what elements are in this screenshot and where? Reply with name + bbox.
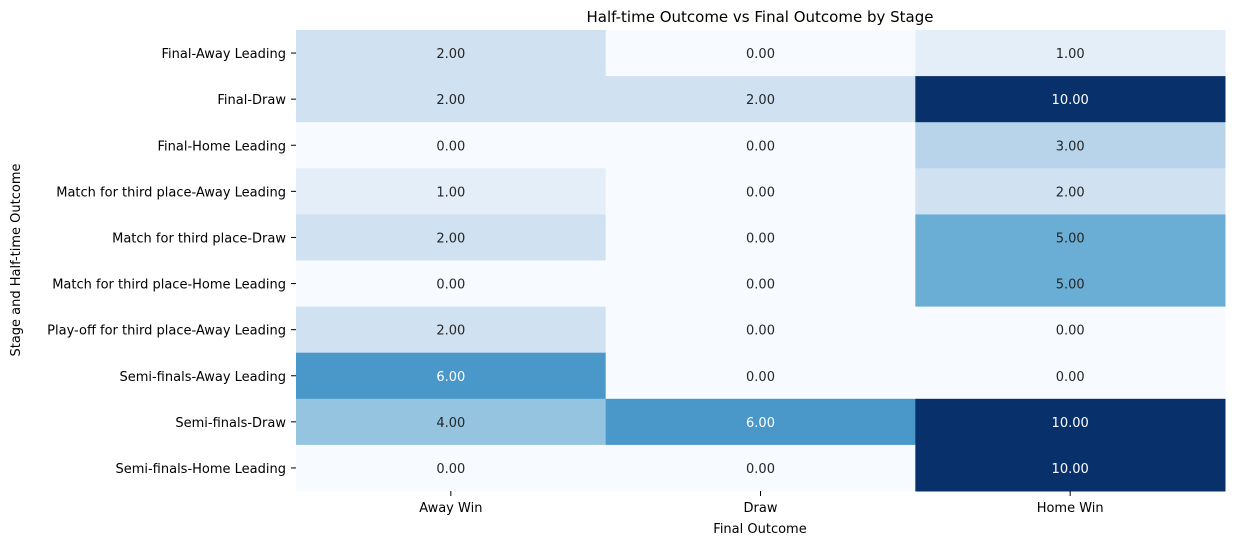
heatmap-cell bbox=[605, 76, 916, 123]
x-tick-label: Home Win bbox=[1037, 501, 1104, 516]
heatmap-cell bbox=[605, 30, 916, 77]
heatmap-cells bbox=[296, 30, 1226, 492]
heatmap-cell bbox=[296, 260, 607, 308]
heatmap-cell bbox=[605, 122, 916, 169]
x-axis-ticks: Away Win Draw Home Win bbox=[419, 491, 1104, 516]
y-tick-label: Play-off for third place-Away Leading bbox=[47, 324, 286, 339]
heatmap-cell-value: 1.00 bbox=[1056, 47, 1085, 62]
heatmap-cell-value: 5.00 bbox=[1056, 231, 1085, 246]
heatmap-cell-value: 0.00 bbox=[436, 139, 465, 154]
heatmap-cell bbox=[605, 168, 916, 215]
heatmap-cell-value: 0.00 bbox=[746, 139, 775, 154]
heatmap-cell-value: 2.00 bbox=[1056, 185, 1085, 200]
y-tick-label: Semi-finals-Home Leading bbox=[115, 462, 286, 477]
heatmap-cell bbox=[915, 30, 1226, 77]
heatmap-cell bbox=[296, 76, 607, 123]
heatmap-cell bbox=[296, 122, 607, 169]
heatmap-cell-value: 4.00 bbox=[436, 416, 465, 431]
x-axis-label: Final Outcome bbox=[713, 522, 806, 537]
heatmap-cell-value: 0.00 bbox=[746, 462, 775, 477]
heatmap-cell bbox=[605, 398, 916, 446]
x-tick-label: Away Win bbox=[419, 501, 482, 516]
heatmap-cell-value: 2.00 bbox=[746, 93, 775, 108]
y-axis-ticks: Final-Away Leading Final-Draw Final-Home L… bbox=[47, 47, 296, 477]
heatmap-cell-value: 2.00 bbox=[436, 231, 465, 246]
y-tick-label: Match for third place-Away Leading bbox=[56, 185, 286, 200]
heatmap-cell bbox=[296, 444, 607, 492]
chart-title: Half-time Outcome vs Final Outcome by St… bbox=[587, 8, 934, 26]
heatmap-cell bbox=[915, 444, 1226, 492]
heatmap-cell bbox=[915, 76, 1226, 123]
heatmap-cell bbox=[296, 30, 607, 77]
heatmap-cell bbox=[296, 352, 607, 400]
heatmap-cell-value: 3.00 bbox=[1056, 139, 1085, 154]
heatmap-cell bbox=[605, 214, 916, 261]
heatmap-cell-value: 0.00 bbox=[746, 47, 775, 62]
heatmap-cell bbox=[605, 306, 916, 354]
heatmap-cell-value: 0.00 bbox=[1056, 370, 1085, 385]
heatmap-cell-value: 0.00 bbox=[436, 462, 465, 477]
heatmap-cell bbox=[915, 352, 1226, 400]
y-tick-label: Semi-finals-Away Leading bbox=[119, 370, 286, 385]
heatmap-cell-labels: 2.00 0.00 1.00 2.00 2.00 10.00 0.00 0.00 3.00 1.0… bbox=[436, 47, 1088, 477]
heatmap-cell-value: 1.00 bbox=[436, 185, 465, 200]
heatmap-cell-value: 2.00 bbox=[436, 324, 465, 339]
heatmap-cell bbox=[915, 306, 1226, 354]
heatmap-cell-value: 6.00 bbox=[436, 370, 465, 385]
heatmap-cell bbox=[296, 398, 607, 446]
heatmap-cell bbox=[605, 352, 916, 400]
heatmap-cell-value: 2.00 bbox=[436, 93, 465, 108]
heatmap-cell-value: 0.00 bbox=[746, 185, 775, 200]
heatmap-cell-value: 2.00 bbox=[436, 47, 465, 62]
heatmap-cell-value: 10.00 bbox=[1052, 93, 1089, 108]
y-tick-label: Match for third place-Home Leading bbox=[52, 278, 286, 293]
y-tick-label: Final-Away Leading bbox=[162, 47, 287, 62]
heatmap-cell-value: 0.00 bbox=[746, 278, 775, 293]
y-tick-label: Semi-finals-Draw bbox=[175, 416, 286, 431]
heatmap-cell bbox=[915, 214, 1226, 261]
heatmap-cell-value: 0.00 bbox=[746, 231, 775, 246]
heatmap-cell bbox=[605, 260, 916, 308]
heatmap-cell-value: 0.00 bbox=[746, 324, 775, 339]
x-tick-label: Draw bbox=[744, 501, 778, 516]
y-tick-label: Match for third place-Draw bbox=[112, 231, 286, 246]
heatmap-cell bbox=[605, 444, 916, 492]
heatmap-cell bbox=[915, 398, 1226, 446]
heatmap-cell bbox=[296, 214, 607, 261]
heatmap-cell-value: 10.00 bbox=[1052, 416, 1089, 431]
heatmap-cell-value: 6.00 bbox=[746, 416, 775, 431]
heatmap-cell bbox=[296, 306, 607, 354]
heatmap-cell bbox=[915, 122, 1226, 169]
heatmap-cell bbox=[296, 168, 607, 215]
heatmap-cell-value: 0.00 bbox=[436, 278, 465, 293]
heatmap-cell bbox=[915, 260, 1226, 308]
y-tick-label: Final-Home Leading bbox=[157, 139, 286, 154]
heatmap-cell bbox=[915, 168, 1226, 215]
heatmap-cell-value: 0.00 bbox=[746, 370, 775, 385]
heatmap-cell-value: 0.00 bbox=[1056, 324, 1085, 339]
y-tick-label: Final-Draw bbox=[217, 93, 286, 108]
heatmap-cell-value: 5.00 bbox=[1056, 278, 1085, 293]
heatmap-cell-value: 10.00 bbox=[1052, 462, 1089, 477]
y-axis-label: Stage and Half-time Outcome bbox=[9, 163, 24, 356]
